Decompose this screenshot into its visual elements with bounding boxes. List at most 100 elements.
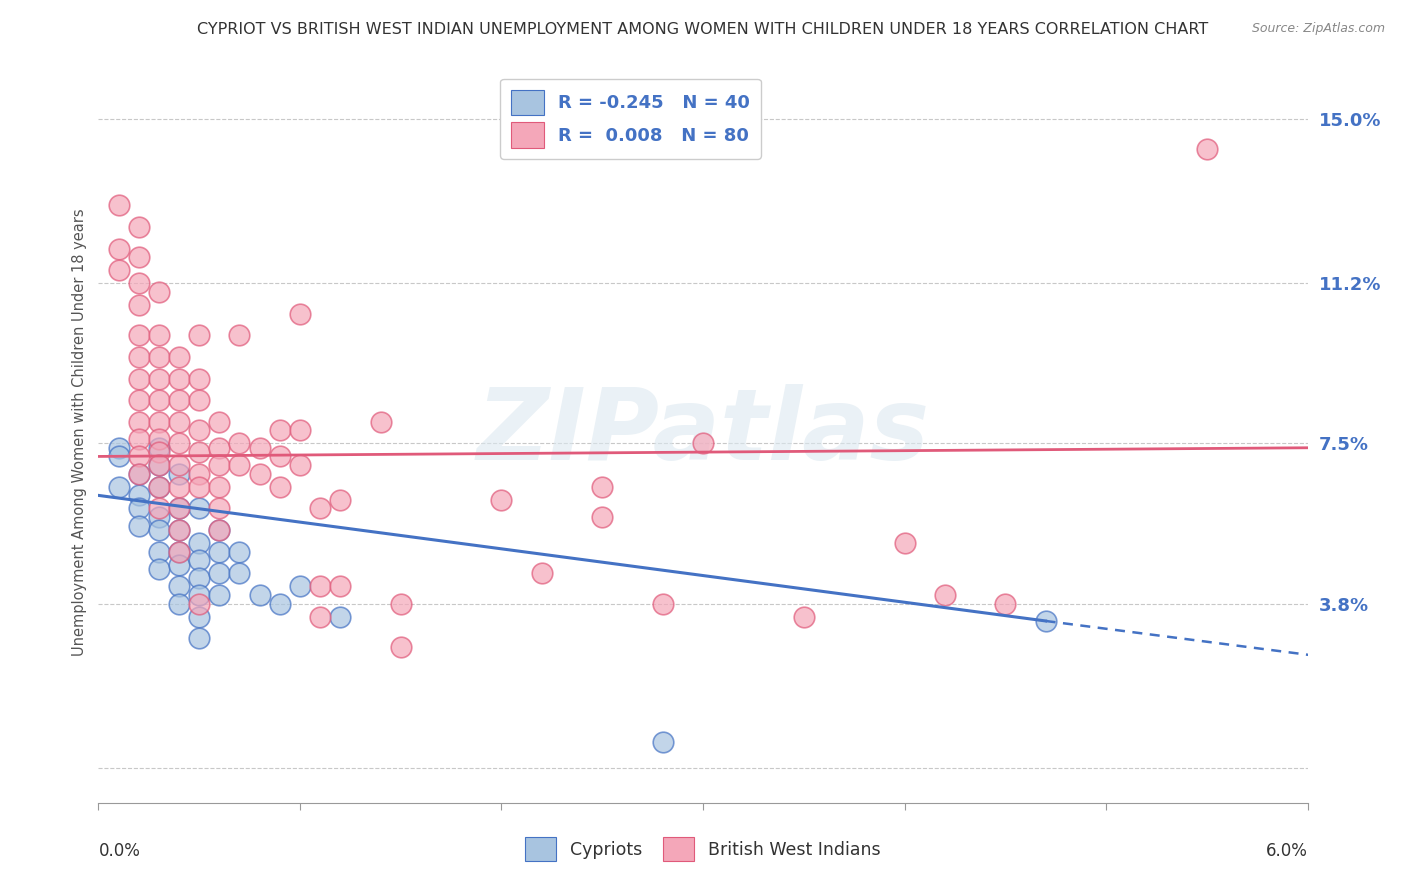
Point xyxy=(167,544,190,558)
Point xyxy=(269,597,291,611)
Point xyxy=(208,566,231,581)
Point xyxy=(249,441,271,455)
Point xyxy=(167,371,190,385)
Point xyxy=(128,219,150,234)
Point xyxy=(893,536,915,550)
Point xyxy=(167,501,190,516)
Point xyxy=(269,424,291,438)
Point xyxy=(148,393,170,408)
Point xyxy=(188,424,211,438)
Point xyxy=(128,371,150,385)
Point xyxy=(208,588,231,602)
Point xyxy=(1195,142,1218,156)
Point xyxy=(107,480,129,494)
Point xyxy=(309,501,332,516)
Point xyxy=(148,523,170,537)
Point xyxy=(167,579,190,593)
Point xyxy=(167,393,190,408)
Point xyxy=(148,501,170,516)
Point xyxy=(188,553,211,567)
Point xyxy=(167,415,190,429)
Point xyxy=(148,458,170,472)
Point xyxy=(128,450,150,464)
Point xyxy=(208,523,231,537)
Point xyxy=(591,480,613,494)
Point xyxy=(370,415,392,429)
Point xyxy=(228,458,250,472)
Point xyxy=(148,350,170,364)
Point xyxy=(491,492,513,507)
Point xyxy=(249,467,271,481)
Point xyxy=(591,510,613,524)
Point xyxy=(188,501,211,516)
Legend: Cypriots, British West Indians: Cypriots, British West Indians xyxy=(517,830,889,868)
Point xyxy=(128,432,150,446)
Point xyxy=(167,544,190,558)
Point xyxy=(128,328,150,343)
Point xyxy=(107,441,129,455)
Point xyxy=(389,597,412,611)
Point xyxy=(188,371,211,385)
Point xyxy=(208,458,231,472)
Point xyxy=(167,350,190,364)
Point xyxy=(228,566,250,581)
Point xyxy=(530,566,553,581)
Point xyxy=(167,458,190,472)
Point xyxy=(148,415,170,429)
Point xyxy=(651,597,673,611)
Point xyxy=(208,480,231,494)
Point xyxy=(148,285,170,299)
Point xyxy=(148,445,170,459)
Point xyxy=(288,458,311,472)
Point xyxy=(148,562,170,576)
Point xyxy=(188,632,211,646)
Point xyxy=(228,436,250,450)
Text: CYPRIOT VS BRITISH WEST INDIAN UNEMPLOYMENT AMONG WOMEN WITH CHILDREN UNDER 18 Y: CYPRIOT VS BRITISH WEST INDIAN UNEMPLOYM… xyxy=(197,22,1209,37)
Point xyxy=(107,242,129,256)
Point xyxy=(148,371,170,385)
Point xyxy=(208,441,231,455)
Point xyxy=(128,467,150,481)
Point xyxy=(107,263,129,277)
Point xyxy=(692,436,714,450)
Text: Source: ZipAtlas.com: Source: ZipAtlas.com xyxy=(1251,22,1385,36)
Point xyxy=(188,597,211,611)
Point xyxy=(269,480,291,494)
Point xyxy=(128,277,150,291)
Point xyxy=(148,328,170,343)
Point xyxy=(208,415,231,429)
Point xyxy=(128,501,150,516)
Point xyxy=(148,480,170,494)
Point xyxy=(128,250,150,264)
Point xyxy=(309,579,332,593)
Point xyxy=(994,597,1017,611)
Point xyxy=(128,518,150,533)
Text: 6.0%: 6.0% xyxy=(1265,842,1308,860)
Point xyxy=(167,467,190,481)
Point xyxy=(167,558,190,572)
Point xyxy=(107,198,129,212)
Point xyxy=(167,436,190,450)
Point xyxy=(167,523,190,537)
Point xyxy=(148,480,170,494)
Point xyxy=(148,432,170,446)
Point xyxy=(1035,614,1057,628)
Point xyxy=(188,571,211,585)
Point xyxy=(288,307,311,321)
Point xyxy=(269,450,291,464)
Point xyxy=(128,488,150,502)
Point xyxy=(167,480,190,494)
Point xyxy=(188,609,211,624)
Point xyxy=(208,501,231,516)
Point xyxy=(148,441,170,455)
Point xyxy=(188,393,211,408)
Y-axis label: Unemployment Among Women with Children Under 18 years: Unemployment Among Women with Children U… xyxy=(72,209,87,657)
Point xyxy=(167,501,190,516)
Point xyxy=(128,467,150,481)
Point xyxy=(651,735,673,749)
Point xyxy=(934,588,956,602)
Point xyxy=(309,609,332,624)
Point xyxy=(208,544,231,558)
Point xyxy=(188,467,211,481)
Point xyxy=(208,523,231,537)
